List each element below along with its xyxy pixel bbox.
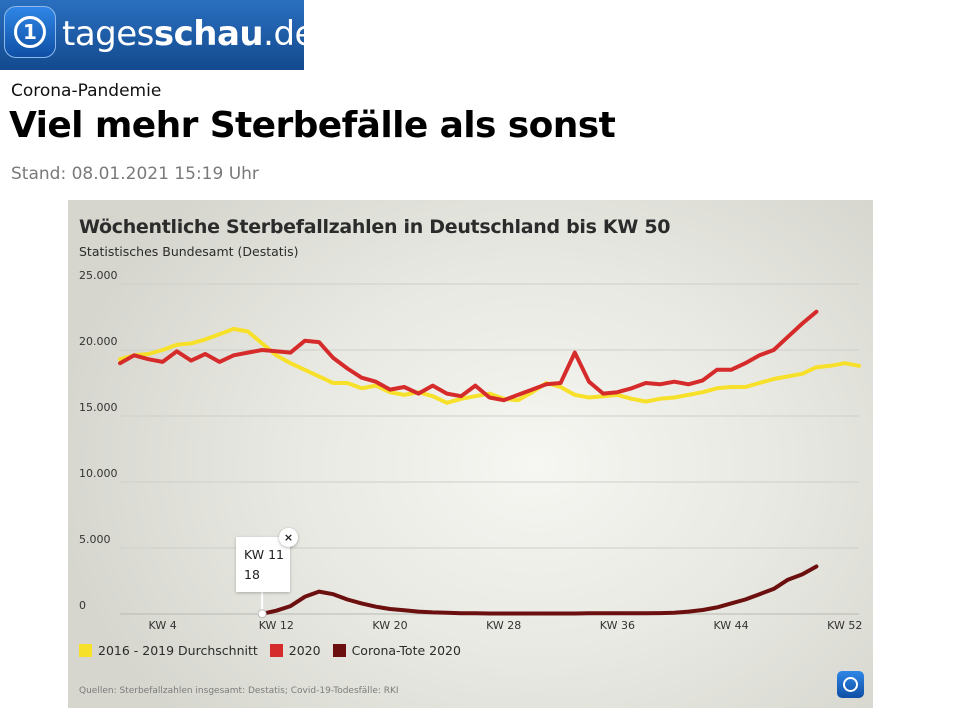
tooltip-label: KW 11 <box>244 547 284 562</box>
logo-wordmark: tagesschau.de <box>62 14 315 54</box>
y-tick-label: 5.000 <box>79 533 111 546</box>
chart-legend: 2016 - 2019 Durchschnitt 2020 Corona-Tot… <box>79 643 473 658</box>
x-tick-label: KW 12 <box>259 619 294 632</box>
x-tick-label: KW 20 <box>372 619 407 632</box>
x-tick-label: KW 4 <box>149 619 177 632</box>
article-kicker: Corona-Pandemie <box>11 81 162 101</box>
line-series-average <box>118 326 861 405</box>
logo-ring <box>14 16 46 48</box>
legend-item-average[interactable]: 2016 - 2019 Durchschnitt <box>79 643 258 658</box>
logo-text-bold: schau <box>153 14 264 54</box>
legend-label-corona: Corona-Tote 2020 <box>351 643 461 658</box>
logo-text-light: tages <box>62 14 154 54</box>
line-series-corona <box>260 564 819 616</box>
y-tick-label: 25.000 <box>79 269 118 282</box>
mortality-chart: Wöchentliche Sterbefallzahlen in Deutsch… <box>68 200 873 708</box>
legend-item-corona[interactable]: Corona-Tote 2020 <box>332 643 461 658</box>
chart-title: Wöchentliche Sterbefallzahlen in Deutsch… <box>79 216 671 238</box>
legend-swatch-2020 <box>269 644 283 657</box>
x-tick-label: KW 44 <box>713 619 748 632</box>
y-tick-label: 0 <box>79 599 86 612</box>
chart-tooltip: KW 11 18 <box>236 537 290 592</box>
logo-text-suffix: .de <box>263 14 315 54</box>
x-tick-label: KW 36 <box>600 619 635 632</box>
y-tick-label: 15.000 <box>79 401 118 414</box>
legend-item-2020[interactable]: 2020 <box>269 643 321 658</box>
tagesschau-badge-icon <box>837 671 864 698</box>
x-tick-label: KW 52 <box>827 619 862 632</box>
tooltip-value: 18 <box>244 567 260 582</box>
chart-subtitle: Statistisches Bundesamt (Destatis) <box>79 244 299 259</box>
tooltip-marker <box>257 609 267 619</box>
badge-ring <box>843 677 858 692</box>
legend-swatch-corona <box>332 644 346 657</box>
chart-source: Quellen: Sterbefallzahlen insgesamt: Des… <box>79 686 399 696</box>
legend-label-average: 2016 - 2019 Durchschnitt <box>98 643 258 658</box>
site-logo[interactable]: 1 tagesschau.de <box>0 0 315 70</box>
logo-one: 1 <box>23 20 37 44</box>
article-timestamp: Stand: 08.01.2021 15:19 Uhr <box>11 164 259 184</box>
tooltip-close-button[interactable]: × <box>279 528 298 547</box>
legend-swatch-average <box>79 644 92 657</box>
y-tick-label: 20.000 <box>79 335 118 348</box>
line-series-2020 <box>118 309 819 403</box>
chart-plot: 0 5.000 10.000 15.000 20.000 25.000 KW 4 KW 12 K… <box>79 269 862 632</box>
y-tick-label: 10.000 <box>79 467 118 480</box>
article-headline: Viel mehr Sterbefälle als sonst <box>9 105 616 146</box>
x-tick-label: KW 28 <box>486 619 521 632</box>
tagesschau-logo-icon: 1 <box>4 6 56 58</box>
legend-label-2020: 2020 <box>288 643 321 658</box>
